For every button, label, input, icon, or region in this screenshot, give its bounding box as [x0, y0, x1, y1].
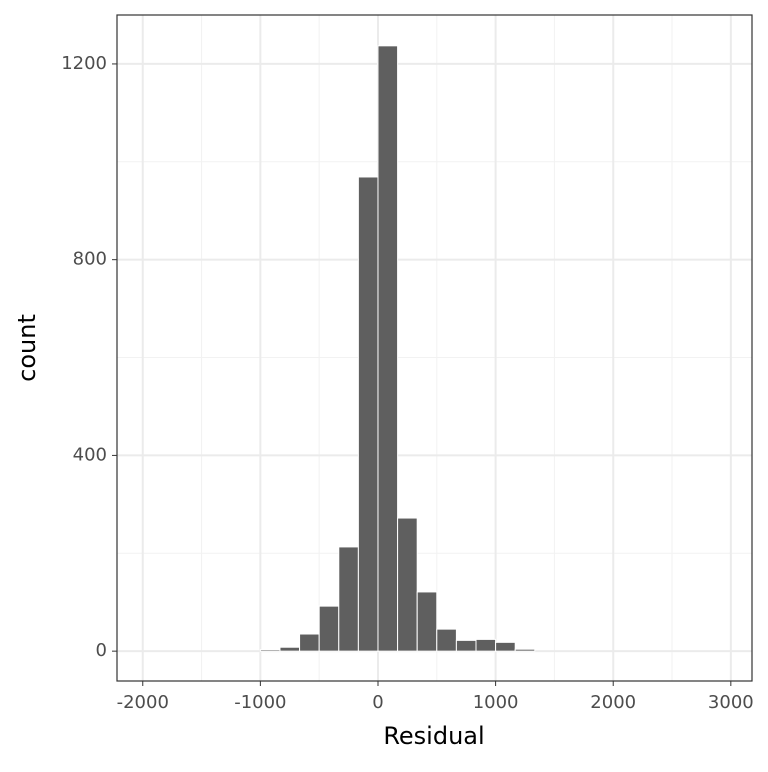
x-tick-label: 3000: [708, 692, 754, 713]
y-tick-label: 800: [73, 249, 107, 270]
x-tick-label: 0: [372, 692, 383, 713]
panel-border: [116, 14, 753, 682]
x-tick-label: -2000: [117, 692, 169, 713]
bar: [318, 605, 340, 652]
bar: [416, 591, 438, 652]
bar: [436, 628, 457, 652]
bar: [259, 649, 281, 652]
y-tick-label: 0: [96, 640, 107, 661]
bar: [338, 546, 359, 652]
bar: [397, 517, 418, 652]
bars: [259, 45, 536, 652]
bar: [475, 638, 497, 652]
x-tick-label: 2000: [590, 692, 636, 713]
x-tick-label: 1000: [473, 692, 519, 713]
bar: [455, 639, 477, 652]
bar: [357, 176, 379, 652]
bar: [279, 646, 301, 652]
y-axis-title: count: [13, 314, 41, 382]
bar: [299, 633, 320, 652]
x-axis-title: Residual: [383, 722, 484, 750]
y-tick-label: 400: [73, 444, 107, 465]
y-tick-label: 1200: [61, 53, 107, 74]
bar: [495, 641, 516, 652]
bar: [377, 45, 399, 652]
x-tick-label: -1000: [234, 692, 286, 713]
bar: [514, 648, 536, 652]
